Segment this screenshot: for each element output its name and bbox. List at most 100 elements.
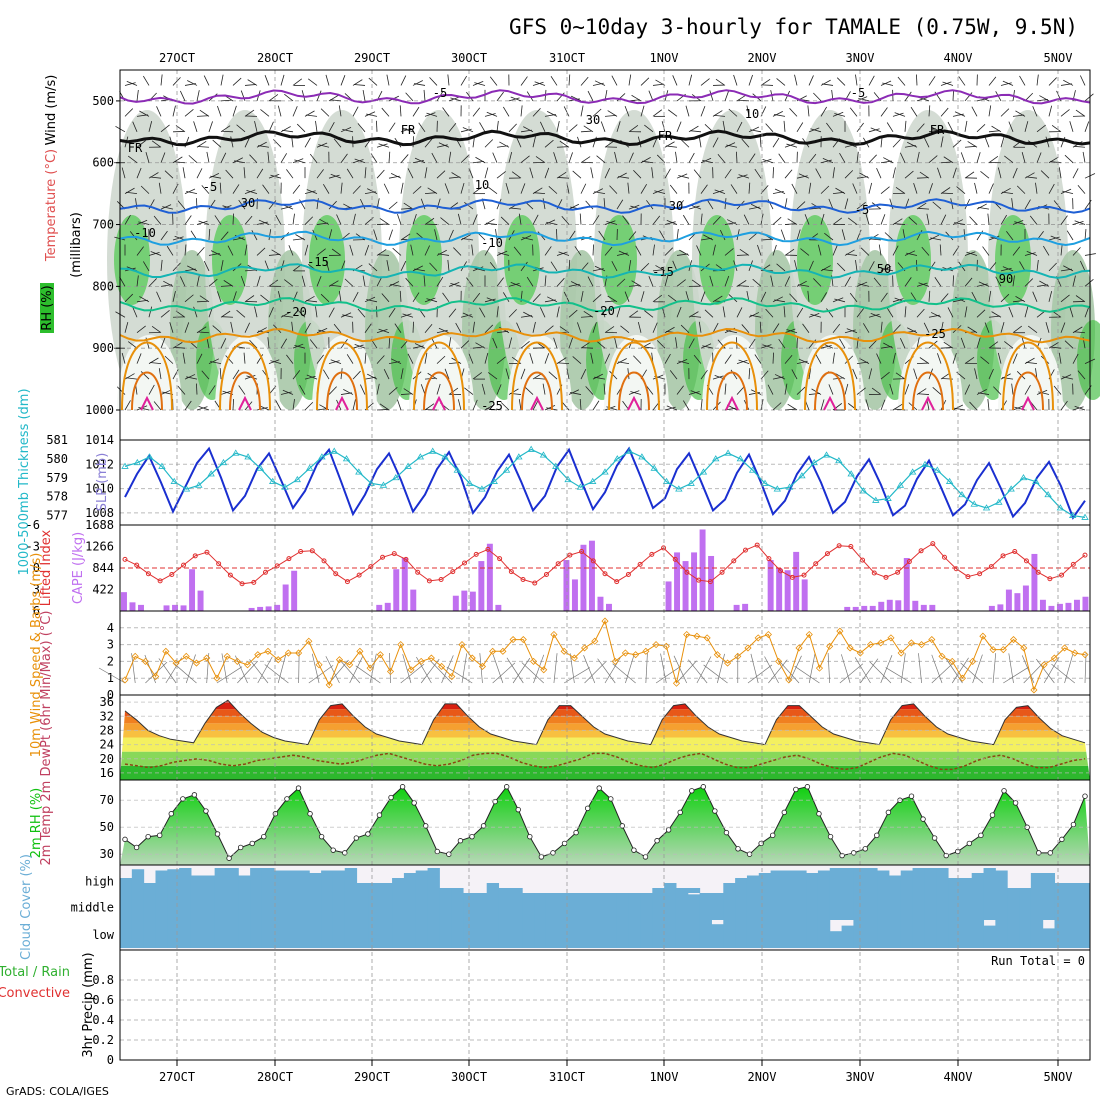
wind-barb-10m — [492, 662, 516, 684]
wind-barb — [600, 306, 606, 318]
rh-marker — [874, 832, 880, 839]
cloud-bar-low — [841, 925, 854, 948]
wind-barb-10m — [1051, 663, 1076, 684]
wind-speed-marker — [560, 647, 568, 655]
wind-barb — [121, 167, 126, 179]
cloud-bar-middle — [155, 893, 168, 920]
li-marker — [403, 556, 409, 562]
wind-barb — [693, 169, 702, 179]
wind-barb — [592, 268, 604, 272]
wind-speed-marker — [499, 647, 507, 655]
wind-barb — [976, 337, 981, 349]
contour-label: -20 — [593, 304, 615, 318]
wind-speed-marker — [744, 644, 752, 652]
contour-label: -25 — [924, 327, 946, 341]
li-marker — [239, 581, 245, 587]
wind-barb — [208, 173, 220, 179]
wind-barb — [798, 358, 810, 365]
wind-barb — [418, 122, 426, 133]
wind-barb — [166, 245, 174, 256]
wind-barb — [1026, 176, 1038, 179]
wind-barb — [786, 143, 798, 148]
wind-barb — [232, 291, 237, 302]
wind-barb — [424, 403, 435, 411]
wind-barb — [390, 283, 402, 287]
surface-isotherm-35 — [921, 395, 935, 411]
rh-marker — [596, 785, 602, 791]
wind-barb — [964, 92, 973, 102]
wind-barb — [856, 202, 866, 210]
contour-label: -20 — [285, 305, 307, 319]
wind-barb — [783, 306, 786, 318]
wind-barb — [136, 325, 146, 334]
wind-speed-marker — [642, 647, 650, 655]
li-marker — [614, 579, 620, 585]
cloud-bar-high — [782, 870, 795, 893]
wind-barb — [762, 344, 774, 349]
wind-barb — [712, 322, 719, 333]
wind-barb — [916, 177, 929, 179]
li-marker — [462, 560, 468, 566]
wind-barb — [917, 393, 930, 395]
wind-barb — [923, 137, 930, 148]
wind-barb — [316, 354, 324, 364]
wind-barb — [580, 156, 591, 164]
wind-barb — [815, 168, 822, 179]
wind-barb — [484, 245, 491, 256]
wind-barb — [736, 121, 743, 132]
thickness-marker — [539, 451, 548, 458]
wind-barb — [496, 171, 506, 179]
wind-barb — [124, 214, 131, 225]
rh-line — [124, 785, 1086, 860]
wind-barb — [336, 214, 342, 225]
wind-barb — [424, 167, 428, 179]
rh-tick-label: 70 — [100, 793, 114, 807]
cloud-bar-low — [190, 920, 204, 948]
cloud-bar-high — [675, 888, 689, 893]
wind-barb — [774, 374, 786, 380]
cloud-bar-low — [723, 920, 736, 948]
cloud-bar-middle — [332, 893, 346, 920]
cloud-bar-low — [1030, 920, 1044, 948]
cloud-bar-high — [1030, 873, 1044, 893]
cloud-bar-low — [1066, 920, 1079, 948]
wind-barb — [307, 78, 318, 86]
thickness-marker — [761, 479, 769, 486]
wind-barb — [676, 358, 688, 365]
contour-label: -15 — [652, 265, 674, 279]
li-tick-label: 6 — [33, 604, 40, 618]
wind-barb — [976, 203, 987, 210]
wind-barb — [414, 83, 426, 86]
wind-barb — [852, 368, 858, 380]
wind-barb — [362, 90, 366, 101]
wind-barb — [198, 406, 210, 411]
wind-barb — [280, 126, 291, 133]
panel-slp-frame — [119, 439, 1091, 526]
slp-tick-label: 1014 — [85, 433, 114, 447]
cloud-bar-high — [332, 870, 346, 893]
wind-barb — [703, 234, 714, 241]
wind-barb — [765, 308, 774, 318]
wind-speed-marker — [683, 630, 691, 639]
wind-barb — [256, 327, 267, 334]
li-marker — [860, 557, 866, 563]
wind-barb — [1066, 230, 1074, 241]
li-tick-label: 0 — [33, 561, 40, 575]
wind-barb — [580, 130, 593, 133]
li-marker — [1082, 552, 1088, 558]
li-marker — [391, 551, 397, 557]
wind-barb — [151, 140, 162, 148]
wind-barb — [1012, 246, 1021, 256]
wind-barb — [876, 353, 882, 364]
cloud-bar-low — [735, 920, 748, 948]
cloud-bar-high — [948, 878, 961, 893]
li-marker — [450, 569, 456, 575]
wind-barb — [140, 371, 150, 380]
wind-barb — [724, 354, 732, 364]
cloud-bar-high — [510, 888, 523, 893]
wind-barb — [895, 372, 906, 380]
wind-barb — [251, 230, 258, 241]
wind-barb — [1074, 405, 1086, 411]
contour-label: -10 — [481, 236, 503, 250]
wind-barb — [820, 399, 825, 411]
